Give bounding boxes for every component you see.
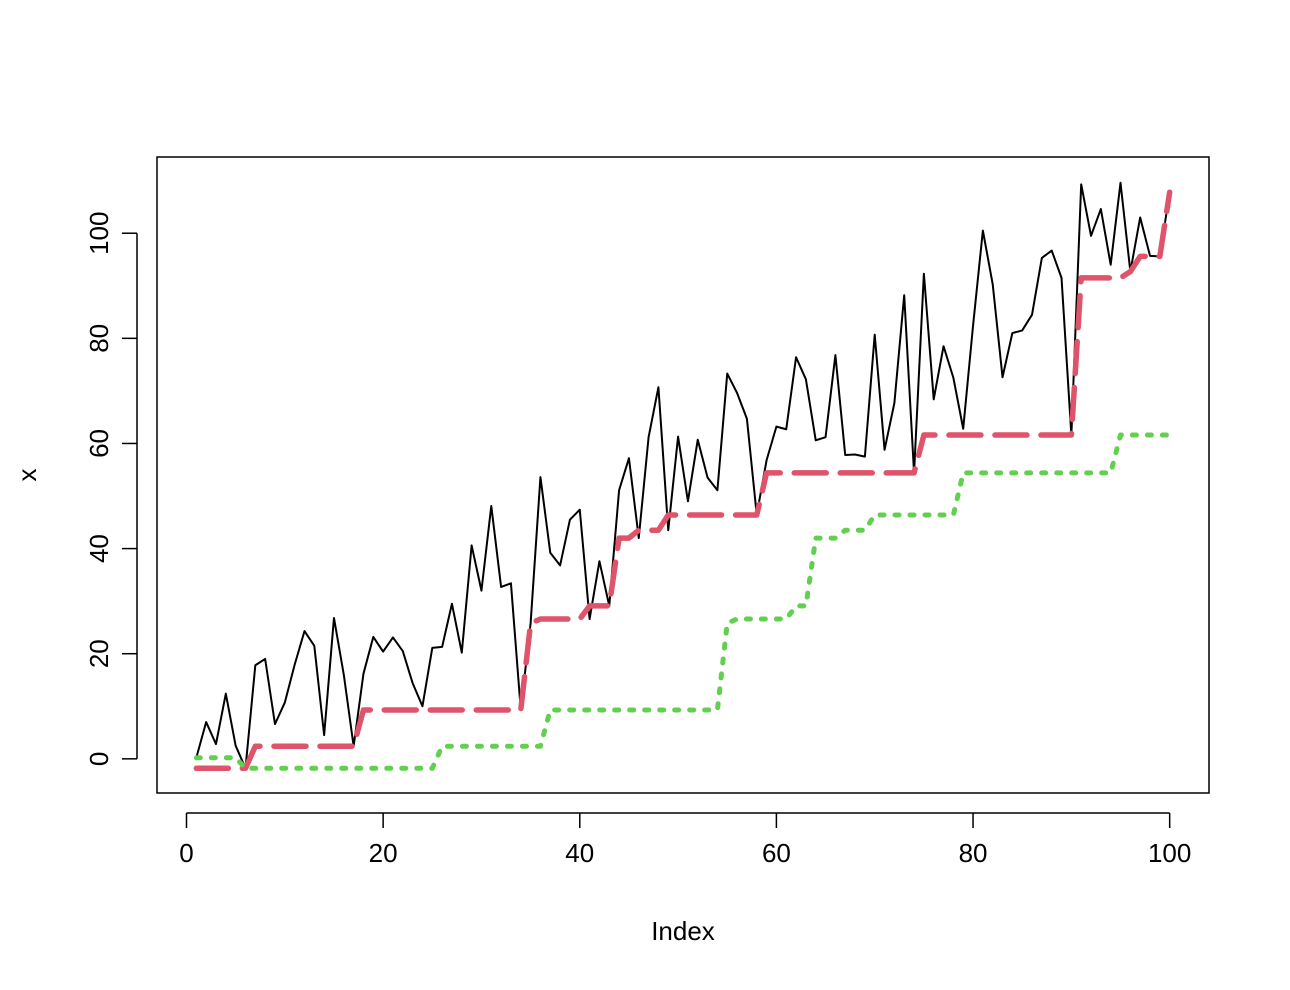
x-tick-label: 0 — [179, 838, 193, 868]
series-2-line — [193, 189, 1173, 772]
y-tick-label: 80 — [84, 324, 114, 353]
x-tick-label: 60 — [762, 838, 791, 868]
series-layer — [193, 181, 1173, 772]
y-axis-title: x — [12, 469, 42, 482]
plot-box — [156, 156, 1210, 794]
x-axis-title: Index — [651, 916, 715, 946]
series-1-line — [195, 181, 1171, 770]
y-axis: 0 20 40 60 80 100 — [84, 212, 138, 766]
x-tick-label: 80 — [959, 838, 988, 868]
y-tick-label: 60 — [84, 429, 114, 458]
x-axis: 0 20 40 60 80 100 — [179, 812, 1191, 868]
y-tick-label: 0 — [84, 752, 114, 766]
x-tick-label: 100 — [1148, 838, 1191, 868]
y-tick-label: 40 — [84, 534, 114, 563]
series-3-line — [193, 432, 1173, 771]
y-tick-label: 20 — [84, 639, 114, 668]
x-tick-label: 40 — [565, 838, 594, 868]
y-tick-label: 100 — [84, 212, 114, 255]
x-tick-label: 20 — [369, 838, 398, 868]
